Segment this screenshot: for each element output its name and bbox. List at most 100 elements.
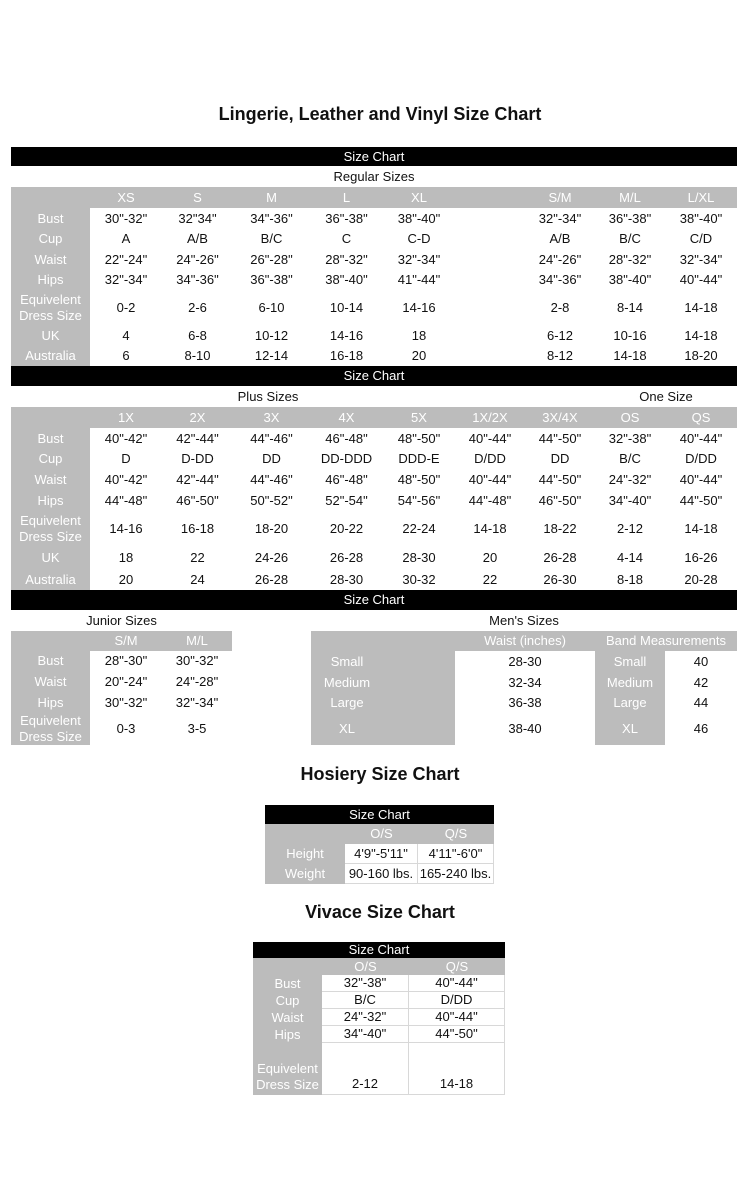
table-cell: B/C xyxy=(322,992,409,1009)
table-cell xyxy=(455,208,525,229)
table-cell: A/B xyxy=(525,229,595,249)
size-chart-banner: Size Chart xyxy=(11,590,737,610)
row-label: Waist xyxy=(253,1009,322,1026)
table-cell: 46"-50" xyxy=(525,490,595,511)
table-cell: D xyxy=(90,449,162,469)
row-label: Waist xyxy=(11,469,90,490)
table-cell: 32"-34" xyxy=(162,692,232,713)
table-cell: 8-12 xyxy=(525,346,595,366)
table-cell: 18 xyxy=(383,326,455,346)
table-cell: 14-18 xyxy=(665,290,737,326)
table-cell: 6-10 xyxy=(233,290,310,326)
table-cell: 40"-44" xyxy=(665,428,737,449)
table-cell: 6-8 xyxy=(162,326,233,346)
table-cell: 41"-44" xyxy=(383,270,455,290)
table-cell: 24"-28" xyxy=(162,671,232,692)
row-label: Bust xyxy=(11,208,90,229)
table-cell: 8-10 xyxy=(162,346,233,366)
table-cell: 20-22 xyxy=(310,511,383,546)
row-label: Hips xyxy=(11,692,90,713)
table-cell: 16-18 xyxy=(310,346,383,366)
table-cell: 20 xyxy=(90,570,162,590)
column-header xyxy=(455,187,525,208)
table-cell: 38"-40" xyxy=(383,208,455,229)
row-label: Equivelent Dress Size xyxy=(253,1043,322,1095)
table-cell: 40"-44" xyxy=(665,270,737,290)
table-cell: 14-18 xyxy=(665,511,737,546)
table-cell: 22"-24" xyxy=(90,249,162,270)
table-cell: 4'9"-5'11" xyxy=(345,844,418,864)
row-label: Medium xyxy=(595,672,665,693)
table-cell: 3-5 xyxy=(162,713,232,745)
table-cell: 20 xyxy=(455,546,525,570)
column-header: 3X/4X xyxy=(525,407,595,428)
table-cell: 34"-36" xyxy=(162,270,233,290)
column-header: XS xyxy=(90,187,162,208)
column-header: XL xyxy=(383,187,455,208)
table-cell: 4 xyxy=(90,326,162,346)
table-cell: 46"-48" xyxy=(310,428,383,449)
row-label: Waist xyxy=(11,249,90,270)
table-cell: 12-14 xyxy=(233,346,310,366)
column-header: OS xyxy=(595,407,665,428)
row-label: Waist xyxy=(11,671,90,692)
table-cell: 40"-44" xyxy=(455,428,525,449)
table-cell: 8-18 xyxy=(595,570,665,590)
table-cell: 36"-38" xyxy=(595,208,665,229)
column-header: S/M xyxy=(90,631,162,651)
table-cell: 18-20 xyxy=(665,346,737,366)
table-cell: 28-30 xyxy=(455,651,595,672)
row-label: Cup xyxy=(11,449,90,469)
size-chart-banner: Size Chart xyxy=(11,147,737,166)
table-cell: 44 xyxy=(665,693,737,713)
table-cell: 6-12 xyxy=(525,326,595,346)
table-cell: 32"-34" xyxy=(383,249,455,270)
table-cell: 34"-40" xyxy=(322,1026,409,1043)
row-label: Medium xyxy=(311,672,383,693)
table-cell xyxy=(455,346,525,366)
table-cell: 46"-48" xyxy=(310,469,383,490)
table-cell: 36"-38" xyxy=(233,270,310,290)
table-cell: 90-160 lbs. xyxy=(345,864,418,884)
table-cell: 40"-44" xyxy=(665,469,737,490)
table-cell: 24"-26" xyxy=(525,249,595,270)
table-cell: 42"-44" xyxy=(162,469,233,490)
table-cell: 42 xyxy=(665,672,737,693)
table-cell: 14-18 xyxy=(409,1043,505,1095)
row-label: Large xyxy=(595,693,665,713)
size-chart-banner: Size Chart xyxy=(253,942,505,958)
table-cell: 0-3 xyxy=(90,713,162,745)
table-cell: 14-16 xyxy=(310,326,383,346)
table-cell: 28"-32" xyxy=(595,249,665,270)
table-cell: 40"-44" xyxy=(409,975,505,992)
table-cell: DD xyxy=(233,449,310,469)
table-cell xyxy=(455,290,525,326)
table-cell: C-D xyxy=(383,229,455,249)
table-cell: 32"-38" xyxy=(595,428,665,449)
table-cell: 2-8 xyxy=(525,290,595,326)
table-cell: 10-12 xyxy=(233,326,310,346)
table-cell: 24"-26" xyxy=(162,249,233,270)
table-cell: 26-30 xyxy=(525,570,595,590)
column-header: 4X xyxy=(310,407,383,428)
row-label: Bust xyxy=(11,651,90,671)
column-header: O/S xyxy=(345,824,418,844)
table-cell: C/D xyxy=(665,229,737,249)
table-cell: C xyxy=(310,229,383,249)
table-cell: 10-16 xyxy=(595,326,665,346)
row-label: UK xyxy=(11,546,90,570)
column-header: M xyxy=(233,187,310,208)
table-cell: 24 xyxy=(162,570,233,590)
table-cell: 165-240 lbs. xyxy=(418,864,494,884)
table-cell: 38"-40" xyxy=(310,270,383,290)
row-label: Hips xyxy=(253,1026,322,1043)
row-label: Australia xyxy=(11,346,90,366)
table-cell: D/DD xyxy=(455,449,525,469)
table-cell: 44"-48" xyxy=(90,490,162,511)
row-label: Weight xyxy=(265,864,345,884)
table-cell: 44"-50" xyxy=(525,469,595,490)
table-cell: 32"-34" xyxy=(90,270,162,290)
table-cell: 26-28 xyxy=(233,570,310,590)
column-header: 5X xyxy=(383,407,455,428)
